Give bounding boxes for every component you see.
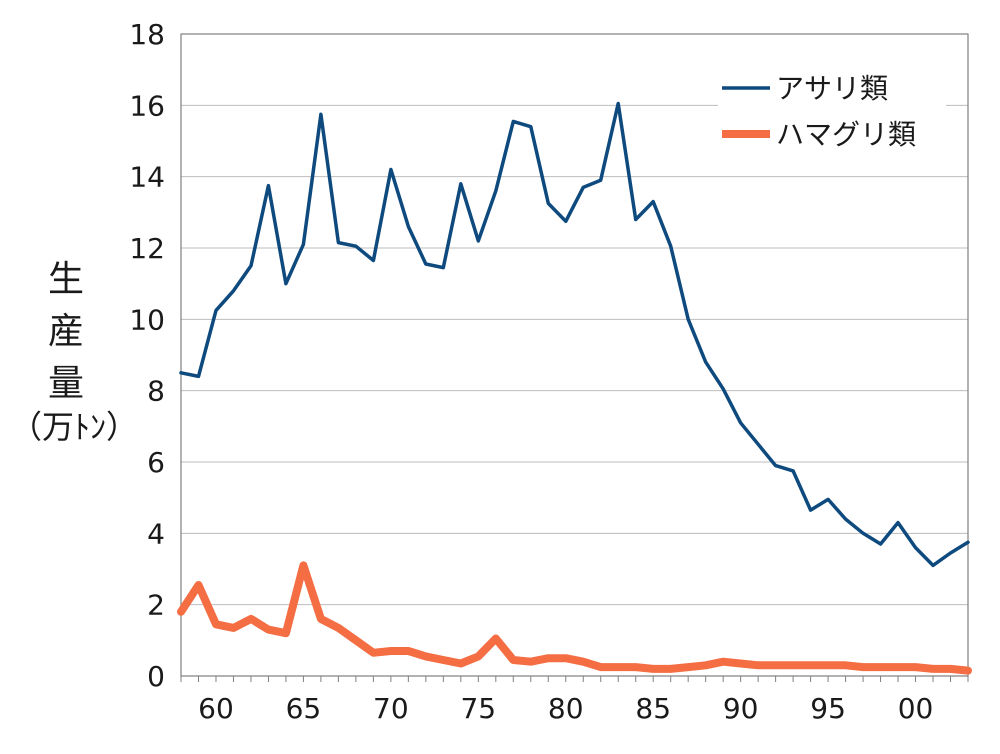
series-line-2 <box>177 561 972 675</box>
x-tick-label: 65 <box>286 692 322 725</box>
y-tick-label: 14 <box>129 161 165 194</box>
y-tick-label: 10 <box>129 303 165 336</box>
x-tick-label: 95 <box>810 692 846 725</box>
y-tick-label: 16 <box>129 89 165 122</box>
x-tick-label: 90 <box>723 692 759 725</box>
legend-label-2: ハマグリ類 <box>776 118 916 151</box>
y-axis-unit: （万ﾄﾝ） <box>10 408 139 446</box>
y-tick-label: 4 <box>147 517 165 550</box>
series-line-1 <box>179 101 970 568</box>
y-tick-label: 2 <box>147 589 165 622</box>
y-tick-label: 8 <box>147 375 165 408</box>
x-tick-label: 75 <box>460 692 496 725</box>
legend-box <box>718 66 946 164</box>
x-tick-label: 60 <box>198 692 234 725</box>
y-tick-label: 0 <box>147 660 165 693</box>
x-tick-label: 80 <box>548 692 584 725</box>
x-tick-label: 85 <box>635 692 671 725</box>
y-axis-label-char-3: 量 <box>48 363 85 404</box>
y-tick-label: 18 <box>129 18 165 51</box>
legend-label-1: アサリ類 <box>776 72 888 105</box>
y-tick-label: 6 <box>147 446 165 479</box>
x-tick-label: 00 <box>898 692 934 725</box>
y-axis-label-char-2: 産 <box>48 311 85 352</box>
y-tick-label: 12 <box>129 232 165 265</box>
y-axis-label-char-1: 生 <box>48 259 85 300</box>
plot-frame <box>180 33 969 677</box>
x-tick-label: 70 <box>373 692 409 725</box>
